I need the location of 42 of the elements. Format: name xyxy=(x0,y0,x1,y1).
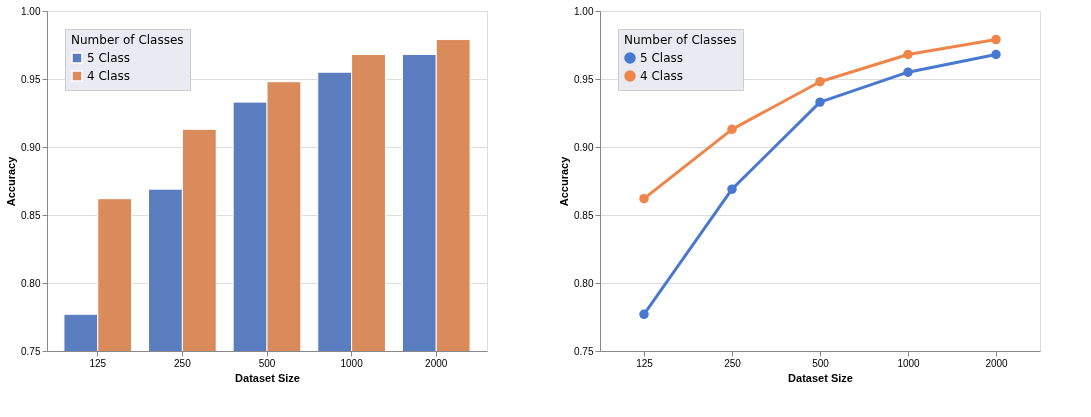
y-tick-label: 0.80 xyxy=(21,277,41,289)
x-tick-label: 500 xyxy=(258,357,276,369)
point xyxy=(991,49,1001,60)
y-tick-label: 1.00 xyxy=(574,5,594,17)
point xyxy=(903,67,913,77)
x-axis-title: Dataset Size xyxy=(788,371,853,384)
y-tick-label: 0.75 xyxy=(574,345,594,357)
point xyxy=(727,124,737,135)
x-axis-title: Dataset Size xyxy=(235,371,300,384)
point xyxy=(639,193,649,204)
legend-label: 5 Class xyxy=(640,51,684,65)
y-axis-title: Accuracy xyxy=(558,155,571,207)
legend-title: Number of Classes xyxy=(624,33,737,47)
y-tick-label: 0.85 xyxy=(574,209,594,221)
y-tick-label: 0.95 xyxy=(21,73,41,85)
x-tick-label: 1000 xyxy=(897,357,921,369)
legend-label: 4 Class xyxy=(640,69,684,83)
y-tick-label: 1.00 xyxy=(21,5,41,17)
point xyxy=(991,34,1001,45)
y-tick-label: 0.95 xyxy=(574,73,594,85)
x-tick-label: 2000 xyxy=(985,357,1009,369)
point xyxy=(903,49,913,60)
y-tick-label: 0.90 xyxy=(21,141,41,153)
point xyxy=(727,184,737,194)
point xyxy=(639,309,649,320)
x-tick-label: 1000 xyxy=(340,357,364,369)
x-tick-label: 250 xyxy=(724,357,742,369)
x-tick-label: 2000 xyxy=(425,357,448,369)
y-tick-label: 0.90 xyxy=(574,141,594,153)
y-tick-label: 0.75 xyxy=(21,345,41,357)
x-tick-label: 125 xyxy=(636,357,654,369)
legend-label: 4 Class xyxy=(87,69,131,83)
point xyxy=(815,97,825,107)
legend-label: 5 Class xyxy=(87,51,131,65)
x-tick-label: 250 xyxy=(174,357,192,369)
y-axis-title: Accuracy xyxy=(5,155,18,207)
legend-title: Number of Classes xyxy=(71,33,184,47)
point xyxy=(815,76,825,87)
y-tick-label: 0.80 xyxy=(574,277,594,289)
x-tick-label: 125 xyxy=(89,357,107,369)
y-tick-label: 0.85 xyxy=(21,209,41,221)
x-tick-label: 500 xyxy=(812,357,830,369)
